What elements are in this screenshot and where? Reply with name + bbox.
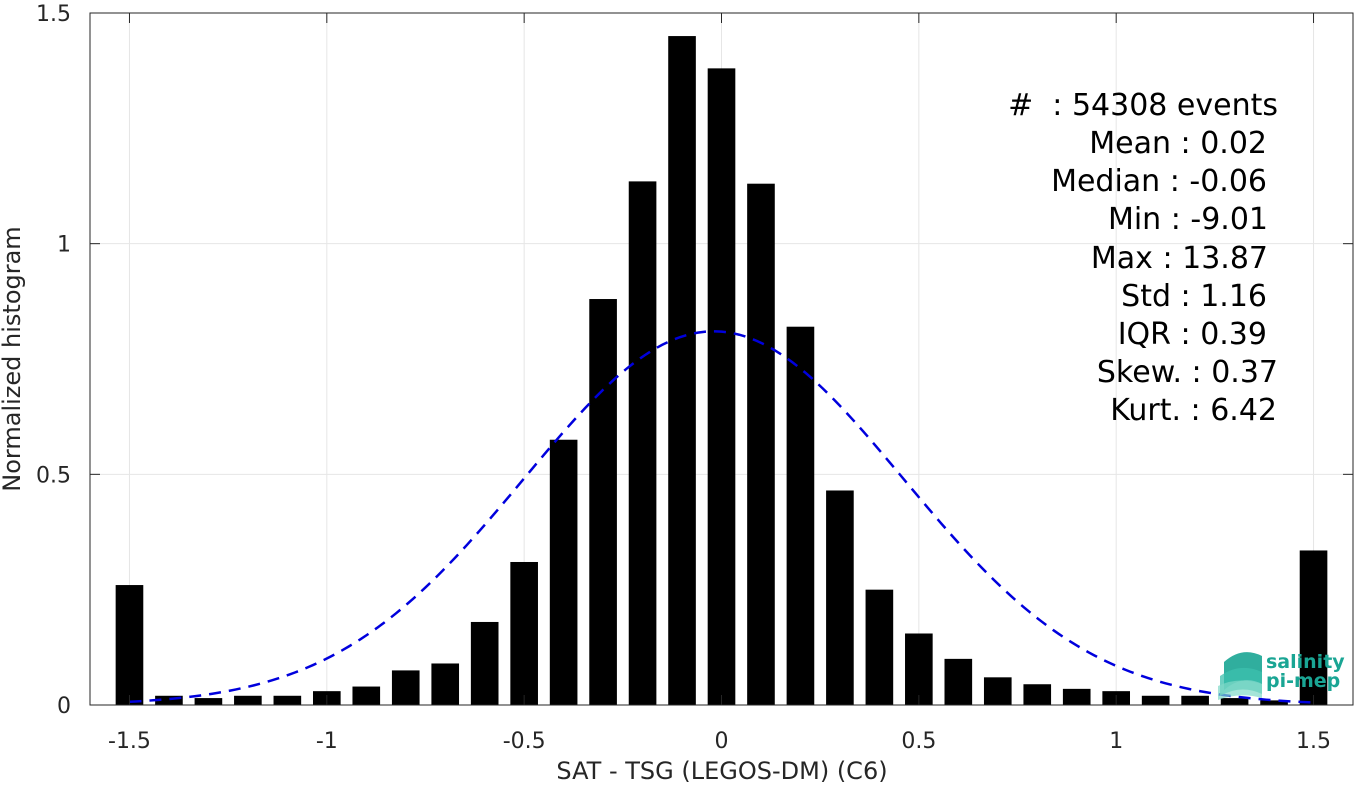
stats-median: Median : -0.06 bbox=[1051, 164, 1267, 199]
histogram-bar bbox=[194, 698, 223, 705]
y-tick-label: 1 bbox=[57, 233, 71, 258]
histogram-bar bbox=[983, 677, 1012, 705]
stats-std: Std : 1.16 bbox=[1121, 279, 1267, 314]
histogram-bar bbox=[905, 633, 933, 705]
histogram-bar bbox=[273, 695, 302, 705]
histogram-bar bbox=[115, 585, 144, 705]
stats-max: Max : 13.87 bbox=[1091, 241, 1268, 276]
histogram-bar bbox=[589, 299, 617, 705]
y-tick-label: 1.5 bbox=[36, 2, 71, 27]
y-tick-label: 0 bbox=[57, 694, 71, 719]
stats-skew: Skew. : 0.37 bbox=[1097, 355, 1278, 390]
x-tick-label: -1 bbox=[316, 729, 338, 754]
histogram-bar bbox=[865, 589, 894, 705]
histogram-bar bbox=[549, 439, 578, 705]
histogram-bar bbox=[628, 181, 657, 706]
logo-line-2: pi-mep bbox=[1266, 670, 1340, 692]
stats-min: Min : -9.01 bbox=[1108, 202, 1268, 237]
x-tick-label: 1 bbox=[1109, 729, 1123, 754]
x-tick-label: 0.5 bbox=[901, 729, 936, 754]
stats-iqr: IQR : 0.39 bbox=[1118, 317, 1267, 352]
histogram-bar bbox=[1141, 695, 1170, 705]
histogram-bar bbox=[391, 670, 420, 705]
stats-box: # : 54308 events Mean : 0.02 Median : -0… bbox=[1008, 88, 1278, 428]
histogram-bar bbox=[1299, 550, 1328, 705]
histogram-bar bbox=[470, 621, 499, 705]
histogram-bar bbox=[431, 663, 460, 705]
stats-mean: Mean : 0.02 bbox=[1089, 126, 1267, 161]
histogram-bar bbox=[1181, 695, 1209, 705]
histogram-bars bbox=[115, 36, 1328, 706]
histogram-bar bbox=[944, 658, 973, 705]
histogram-bar bbox=[1062, 688, 1091, 705]
salinity-pimep-logo: salinity pi-mep bbox=[1218, 651, 1345, 700]
histogram-bar bbox=[1220, 698, 1249, 705]
histogram-bar bbox=[786, 326, 815, 705]
stats-kurt: Kurt. : 6.42 bbox=[1110, 393, 1277, 428]
axis-ticks: -1.5 -1 -0.5 0 0.5 1 1.5 0 0.5 1 1.5 bbox=[36, 2, 1353, 754]
y-tick-label: 0.5 bbox=[36, 463, 71, 488]
histogram-bar bbox=[826, 490, 854, 705]
stats-count: # : 54308 events bbox=[1008, 88, 1278, 123]
histogram-bar bbox=[510, 561, 538, 705]
x-axis-label: SAT - TSG (LEGOS-DM) (C6) bbox=[556, 757, 887, 785]
x-tick-label: 0 bbox=[715, 729, 729, 754]
gaussian-fit-curve bbox=[129, 330, 1314, 704]
histogram-bar bbox=[1023, 684, 1052, 705]
histogram-bar bbox=[707, 68, 736, 706]
x-tick-label: -0.5 bbox=[503, 729, 546, 754]
histogram-bar bbox=[234, 695, 262, 705]
logo-line-1: salinity bbox=[1266, 651, 1345, 673]
histogram-bar bbox=[668, 36, 696, 706]
histogram-bar bbox=[1260, 700, 1288, 705]
y-axis-label: Normalized histogram bbox=[0, 226, 26, 491]
x-tick-label: -1.5 bbox=[108, 729, 151, 754]
histogram-bar bbox=[352, 686, 381, 705]
x-tick-label: 1.5 bbox=[1296, 729, 1331, 754]
histogram-bar bbox=[155, 695, 183, 705]
histogram-bar bbox=[747, 183, 775, 705]
wave-logo-icon bbox=[1218, 652, 1262, 700]
